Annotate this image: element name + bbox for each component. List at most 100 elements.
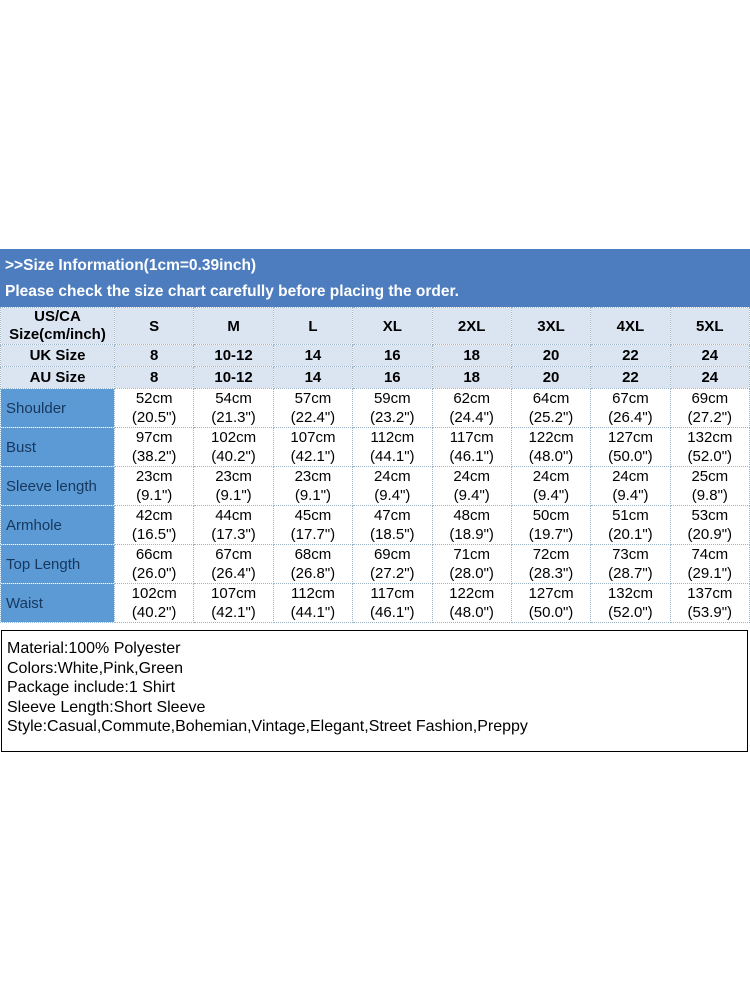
measurement-label-top-length: Top Length (0, 544, 115, 584)
inch-value: (44.1") (370, 448, 415, 465)
inch-value: (46.1") (449, 448, 494, 465)
inch-value: (9.1") (215, 487, 252, 504)
cm-value: 67cm (612, 390, 649, 407)
measurement-cell: 25cm (9.8") (669, 466, 750, 506)
measurement-cell: 54cm (21.3") (193, 388, 274, 428)
inch-value: (22.4") (290, 409, 336, 426)
cm-value: 24cm (453, 468, 491, 485)
measurement-row-waist: Waist 102cm (40.2") 107cm (42.1") 112cm (44.1"… (0, 583, 750, 623)
corner-cell: US/CA Size(cm/inch) (0, 307, 115, 345)
inch-value: (20.1") (608, 526, 653, 543)
au-size-value: 8 (113, 366, 195, 389)
measurement-cell: 23cm (9.1") (113, 466, 195, 506)
inch-value: (40.2") (131, 604, 177, 621)
measurement-row-top-length: Top Length 66cm (26.0") 67cm (26.4") 68cm (26.… (0, 544, 750, 584)
size-column-header-5xl: 5XL (669, 307, 750, 345)
corner-line1: US/CA (34, 308, 81, 326)
measurement-cell: 102cm (40.2") (193, 427, 274, 467)
cm-value: 102cm (131, 585, 177, 602)
measurement-cell: 132cm (52.0") (590, 583, 671, 623)
inch-value: (26.4") (211, 565, 256, 582)
cm-value: 112cm (290, 585, 335, 602)
measurement-cell: 50cm (19.7") (510, 505, 592, 545)
detail-line-colors: Colors:White,Pink,Green (7, 659, 184, 677)
cm-value: 127cm (528, 585, 574, 602)
cm-value: 117cm (449, 429, 494, 446)
measurement-cell: 68cm (26.8") (272, 544, 354, 584)
measurement-cell: 23cm (9.1") (193, 466, 274, 506)
measurement-label-bust: Bust (0, 427, 115, 467)
measurement-cell: 69cm (27.2") (352, 544, 433, 584)
measurement-row-armhole: Armhole 42cm (16.5") 44cm (17.3") 45cm (17.7")… (0, 505, 750, 545)
inch-value: (23.2") (370, 409, 415, 426)
uk-size-value: 10-12 (193, 344, 274, 367)
inch-value: (26.4") (608, 409, 653, 426)
cm-value: 23cm (294, 468, 332, 485)
measurement-cell: 59cm (23.2") (352, 388, 433, 428)
size-column-header-2xl: 2XL (431, 307, 512, 345)
cm-value: 102cm (211, 429, 257, 446)
detail-line-package: Package include:1 Shirt (7, 679, 176, 696)
cm-value: 57cm (294, 390, 332, 407)
size-header-row: US/CA Size(cm/inch) S M L XL 2XL 3XL 4XL 5XL (0, 307, 750, 345)
inch-value: (9.8") (691, 487, 728, 504)
inch-value: (20.5") (131, 409, 177, 426)
inch-value: (26.8") (290, 565, 336, 582)
cm-value: 137cm (687, 585, 733, 602)
cm-value: 132cm (687, 429, 733, 446)
size-column-header-m: M (193, 307, 274, 345)
cm-value: 24cm (373, 468, 411, 485)
inch-value: (48.0") (449, 604, 494, 621)
cm-value: 107cm (211, 585, 257, 602)
measurement-cell: 66cm (26.0") (113, 544, 195, 584)
inch-value: (27.2") (370, 565, 415, 582)
measurement-cell: 67cm (26.4") (193, 544, 274, 584)
inch-value: (50.0") (528, 604, 574, 621)
measurement-cell: 67cm (26.4") (590, 388, 671, 428)
measurement-cell: 23cm (9.1") (272, 466, 354, 506)
cm-value: 68cm (294, 546, 332, 563)
inch-value: (42.1") (290, 448, 336, 465)
cm-value: 52cm (135, 390, 173, 407)
size-info-banner: >>Size Information(1cm=0.39inch) Please … (0, 249, 750, 307)
measurement-cell: 74cm (29.1") (669, 544, 750, 584)
measurement-cell: 51cm (20.1") (590, 505, 671, 545)
inch-value: (44.1") (290, 604, 336, 621)
detail-line-style: Style:Casual,Commute,Bohemian,Vintage,El… (7, 718, 528, 735)
measurement-cell: 112cm (44.1") (352, 427, 433, 467)
inch-value: (24.4") (449, 409, 494, 426)
cm-value: 132cm (607, 585, 653, 602)
cm-value: 67cm (215, 546, 252, 563)
cm-value: 48cm (453, 507, 491, 524)
measurement-cell: 24cm (9.4") (352, 466, 433, 506)
measurement-cell: 122cm (48.0") (510, 427, 592, 467)
banner-subtitle: Please check the size chart carefully be… (5, 283, 459, 300)
inch-value: (38.2") (131, 448, 177, 465)
size-table: US/CA Size(cm/inch) S M L XL 2XL 3XL 4XL 5XL UK Si… (0, 307, 750, 623)
au-size-row: AU Size 8 10-12 14 16 18 20 22 24 (0, 366, 750, 389)
au-size-value: 24 (669, 366, 750, 389)
measurement-cell: 48cm (18.9") (431, 505, 512, 545)
measurement-row-bust: Bust 97cm (38.2") 102cm (40.2") 107cm (42.1") 1… (0, 427, 750, 467)
measurement-cell: 127cm (50.0") (590, 427, 671, 467)
measurement-cell: 24cm (9.4") (590, 466, 671, 506)
measurement-cell: 122cm (48.0") (431, 583, 512, 623)
measurement-label-shoulder: Shoulder (0, 388, 115, 428)
measurement-cell: 117cm (46.1") (431, 427, 512, 467)
cm-value: 127cm (607, 429, 653, 446)
inch-value: (18.9") (449, 526, 494, 543)
size-column-header-xl: XL (352, 307, 433, 345)
measurement-cell: 97cm (38.2") (113, 427, 195, 467)
measurement-cell: 47cm (18.5") (352, 505, 433, 545)
measurement-cell: 107cm (42.1") (272, 427, 354, 467)
cm-value: 54cm (215, 390, 252, 407)
size-column-header-3xl: 3XL (510, 307, 592, 345)
inch-value: (9.1") (294, 487, 332, 504)
au-size-value: 20 (510, 366, 592, 389)
uk-size-value: 14 (272, 344, 354, 367)
measurement-cell: 44cm (17.3") (193, 505, 274, 545)
inch-value: (42.1") (211, 604, 256, 621)
inch-value: (28.7") (608, 565, 653, 582)
cm-value: 122cm (528, 429, 574, 446)
measurement-cell: 24cm (9.4") (431, 466, 512, 506)
